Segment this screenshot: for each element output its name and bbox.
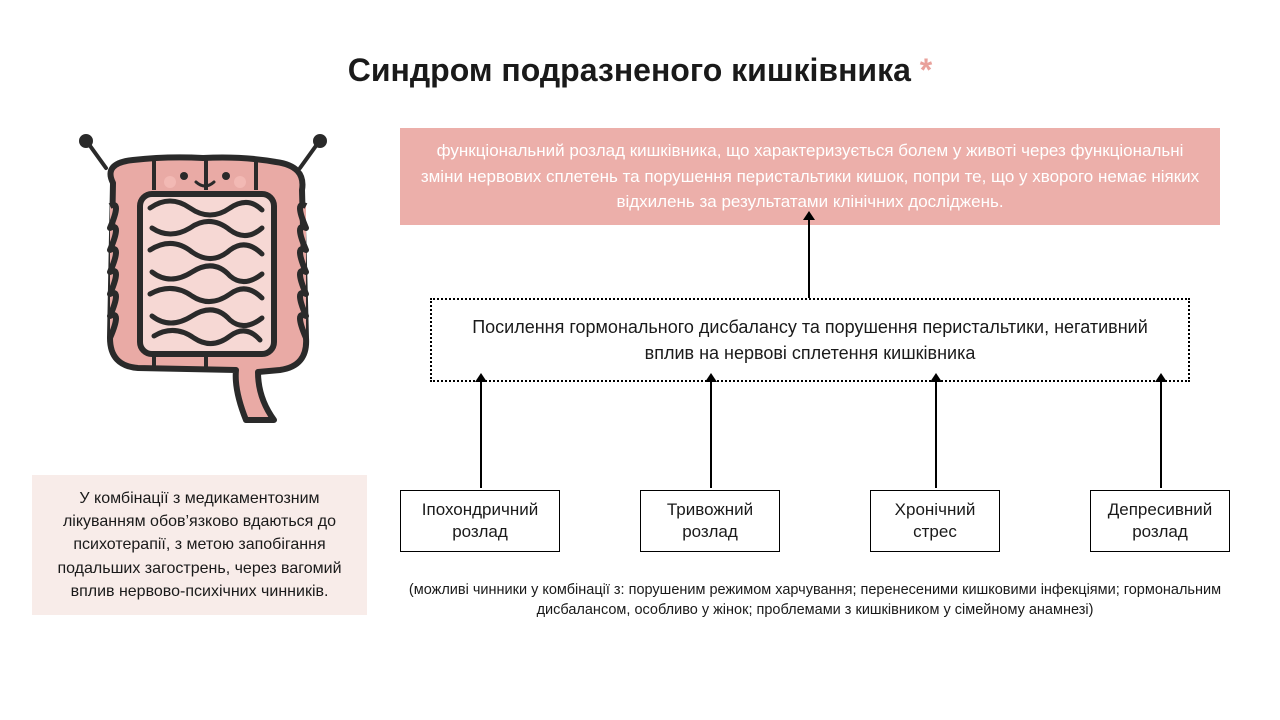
- arrow-factor-1: [710, 380, 712, 488]
- arrow-factor-2: [935, 380, 937, 488]
- factor-label: Хронічний стрес: [895, 500, 976, 541]
- factor-box-0: Іпохондричний розлад: [400, 490, 560, 552]
- therapy-note-text: У комбінації з медикаментозним лікування…: [57, 490, 341, 600]
- factor-label: Тривожний розлад: [667, 500, 753, 541]
- factor-label: Іпохондричний розлад: [422, 500, 538, 541]
- arrow-mechanism-to-definition: [808, 218, 810, 298]
- footnote-text: (можливі чинники у комбінації з: порушен…: [409, 582, 1221, 618]
- intestine-icon: [58, 128, 348, 423]
- factor-box-2: Хронічний стрес: [870, 490, 1000, 552]
- title-text: Синдром подразненого кишківника: [348, 52, 911, 88]
- mechanism-box: Посилення гормонального дисбалансу та по…: [430, 298, 1190, 382]
- arrow-factor-3: [1160, 380, 1162, 488]
- therapy-note: У комбінації з медикаментозним лікування…: [32, 475, 367, 615]
- intestine-illustration: [58, 128, 348, 423]
- factor-label: Депресивний розлад: [1108, 500, 1213, 541]
- footnote: (можливі чинники у комбінації з: порушен…: [400, 580, 1230, 621]
- factor-box-1: Тривожний розлад: [640, 490, 780, 552]
- arrow-factor-0: [480, 380, 482, 488]
- mechanism-text: Посилення гормонального дисбалансу та по…: [472, 317, 1148, 363]
- title-asterisk: *: [920, 52, 932, 88]
- page-title: Синдром подразненого кишківника *: [0, 52, 1280, 89]
- definition-text: функціональний розлад кишківника, що хар…: [421, 141, 1199, 211]
- factor-box-3: Депресивний розлад: [1090, 490, 1230, 552]
